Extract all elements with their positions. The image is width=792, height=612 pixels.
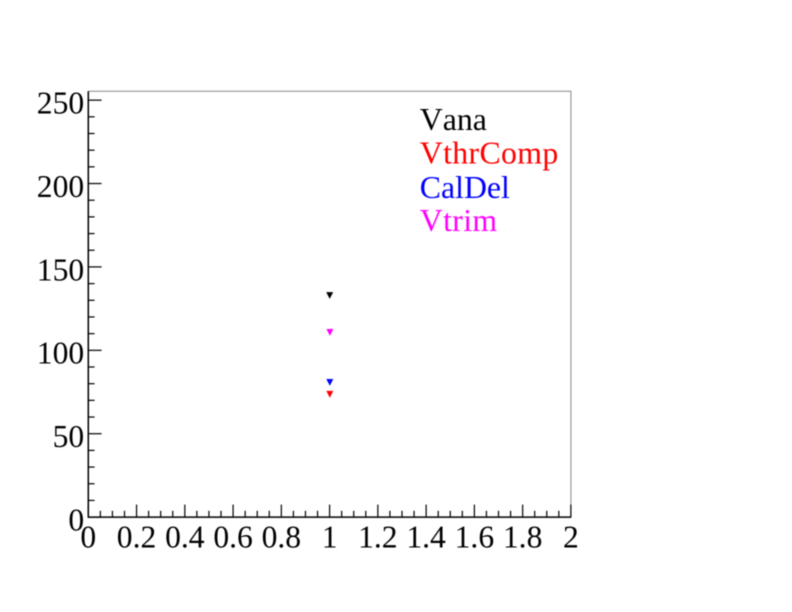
svg-text:0.6: 0.6 (213, 520, 253, 555)
svg-text:1: 1 (322, 520, 338, 555)
svg-text:Vtrim: Vtrim (420, 203, 498, 238)
svg-text:200: 200 (37, 169, 84, 204)
svg-text:Vana: Vana (420, 102, 487, 137)
svg-text:0.8: 0.8 (262, 520, 302, 555)
svg-text:50: 50 (53, 419, 85, 454)
svg-text:0.2: 0.2 (117, 520, 157, 555)
svg-text:250: 250 (37, 86, 84, 121)
svg-text:100: 100 (37, 336, 84, 371)
svg-text:1.6: 1.6 (455, 520, 495, 555)
svg-text:150: 150 (37, 252, 84, 287)
svg-text:0: 0 (68, 503, 84, 538)
svg-text:1.2: 1.2 (358, 520, 398, 555)
svg-text:1.4: 1.4 (406, 520, 446, 555)
svg-text:VthrComp: VthrComp (420, 136, 559, 171)
svg-text:0: 0 (80, 520, 96, 555)
svg-text:CalDel: CalDel (420, 170, 510, 205)
svg-text:0.4: 0.4 (165, 520, 205, 555)
svg-text:1.8: 1.8 (503, 520, 543, 555)
svg-text:2: 2 (563, 520, 579, 555)
